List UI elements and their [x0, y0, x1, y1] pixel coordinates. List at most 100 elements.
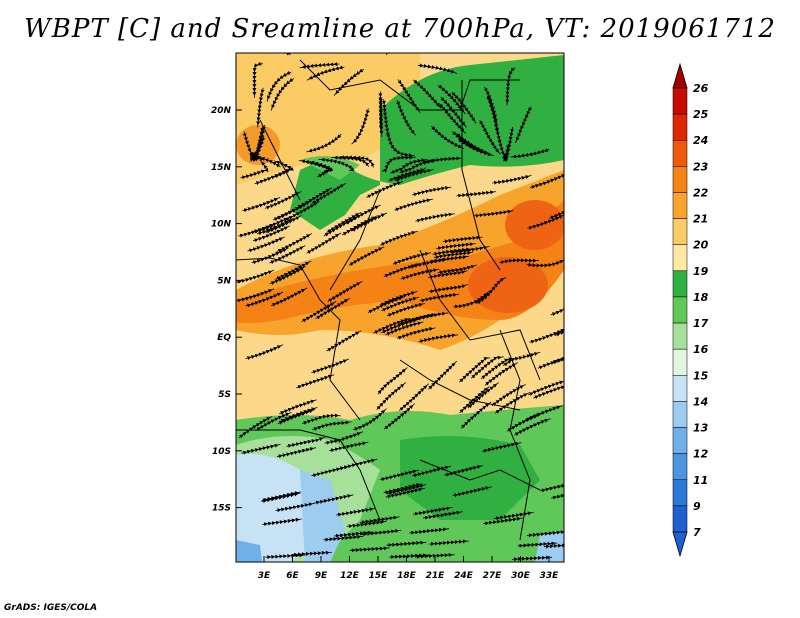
streamline: [318, 157, 355, 172]
streamline: [476, 277, 507, 305]
streamline: [415, 212, 455, 223]
streamline: [366, 181, 404, 199]
streamline: [526, 530, 564, 538]
streamline: [511, 555, 553, 562]
streamline: [389, 553, 430, 560]
streamline: [378, 96, 384, 137]
streamline: [457, 138, 495, 157]
streamline: [379, 469, 419, 482]
streamline: [381, 98, 390, 139]
colorbar-label: 19: [693, 265, 709, 278]
colorbar-label: 17: [693, 317, 709, 330]
streamline: [301, 413, 341, 425]
streamline: [324, 431, 363, 445]
streamline: [422, 156, 463, 165]
colorbar-segment: [672, 505, 688, 533]
colorbar-segment: [672, 270, 688, 298]
streamline: [245, 344, 284, 360]
streamline: [529, 329, 564, 344]
colorbar-segment: [672, 192, 688, 219]
colorbar-segment: [672, 218, 688, 245]
colorbar-segment: [672, 166, 688, 193]
streamline: [327, 281, 363, 303]
streamline: [412, 79, 442, 109]
lon-label: 12E: [340, 571, 360, 581]
lat-label: 10N: [211, 220, 232, 230]
streamline: [551, 347, 564, 365]
streamline: [256, 87, 265, 128]
streamline: [262, 517, 302, 527]
streamline: [473, 209, 514, 218]
colorbar-segment: [672, 113, 688, 141]
streamline: [505, 67, 516, 106]
lon-label: 30E: [511, 571, 531, 581]
streamline: [456, 190, 497, 198]
streamline: [386, 132, 415, 158]
colorbar-label: 24: [693, 134, 708, 147]
streamline: [428, 284, 469, 294]
streamline: [380, 230, 418, 246]
streamline: [510, 148, 550, 159]
streamline: [236, 269, 275, 284]
lon-label: 24E: [454, 571, 474, 581]
streamline: [269, 245, 306, 265]
streamline: [422, 510, 463, 520]
streamline: [272, 201, 309, 222]
streamline: [388, 167, 427, 183]
streamline: [275, 502, 315, 513]
streamline: [314, 494, 354, 505]
streamline: [392, 251, 432, 266]
streamline: [336, 507, 376, 517]
colorbar-segment: [672, 87, 688, 115]
grads-credit: GrADS: IGES/COLA: [4, 603, 98, 613]
streamline: [539, 481, 564, 493]
streamline: [261, 492, 301, 504]
streamline: [385, 53, 402, 56]
lon-label: 27E: [483, 571, 503, 581]
streamline: [418, 333, 458, 344]
streamline: [528, 380, 564, 396]
colorbar-label: 12: [693, 448, 709, 461]
colorbar-label: 20: [693, 239, 709, 252]
lat-label: 15N: [211, 163, 232, 173]
streamline: [452, 486, 492, 498]
longitude-axis: 3E 6E 9E 12E 15E 18E 21E 24E 27E 30E 33E: [258, 556, 559, 581]
streamline: [345, 204, 381, 225]
streamline: [299, 62, 340, 69]
streamline: [265, 553, 306, 560]
streamline: [499, 258, 539, 265]
colorbar-segment: [672, 244, 688, 272]
streamline: [386, 484, 427, 496]
colorbar-label: 25: [693, 108, 709, 121]
map-title: WBPT [C] and Sreamline at 700hPa, VT: 20…: [24, 14, 776, 44]
colorbar-segment: [672, 375, 688, 402]
lon-label: 18E: [397, 571, 417, 581]
streamline: [338, 155, 375, 168]
streamline: [351, 108, 370, 145]
plot-frame: [235, 52, 565, 563]
streamline: [367, 296, 405, 314]
streamline: [470, 355, 504, 379]
streamline: [502, 351, 541, 367]
lon-label: 15E: [369, 571, 389, 581]
lat-label: 5S: [218, 390, 231, 400]
streamline: [279, 399, 317, 415]
streamline: [442, 235, 483, 244]
streamline: [266, 53, 291, 55]
wbpt-field: [236, 53, 564, 562]
streamline: [459, 386, 490, 414]
streamline: [428, 539, 469, 546]
streamline: [276, 447, 317, 459]
colorbar-segment: [672, 139, 688, 167]
colorbar-label: 14: [693, 395, 708, 408]
streamline: [333, 530, 374, 538]
streamline: [353, 408, 387, 431]
streamline: [326, 330, 362, 352]
colorbar-segment: [672, 401, 688, 428]
streamline: [483, 516, 523, 526]
colorbar-label: 21: [693, 213, 708, 226]
streamline: [417, 63, 458, 74]
streamline: [306, 133, 342, 153]
colorbar-label: 26: [693, 82, 709, 95]
streamline: [529, 174, 564, 189]
